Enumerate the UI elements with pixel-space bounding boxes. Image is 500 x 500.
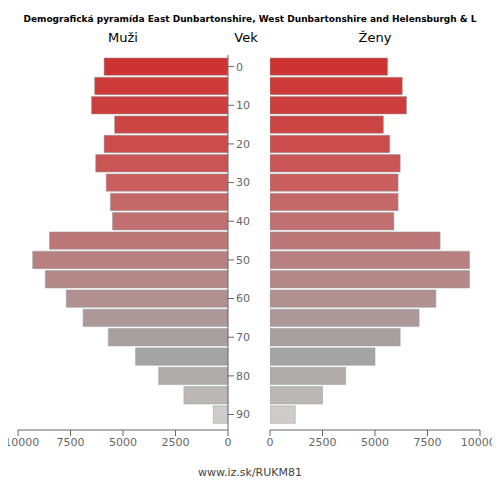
- svg-text:70: 70: [236, 331, 250, 344]
- svg-text:80: 80: [236, 370, 250, 383]
- svg-text:10000: 10000: [461, 436, 492, 449]
- svg-text:7500: 7500: [414, 436, 442, 449]
- svg-text:20: 20: [236, 138, 250, 151]
- svg-text:0: 0: [225, 436, 232, 449]
- html-text:www.iz.sk/RUKM81: www.iz.sk/RUKM81: [198, 466, 302, 479]
- svg-text:0: 0: [236, 61, 243, 74]
- html-text:Muži: Muži: [108, 30, 138, 45]
- svg-text:7500: 7500: [57, 436, 85, 449]
- svg-text:90: 90: [236, 408, 250, 421]
- html-text:Vek: Vek: [234, 30, 258, 45]
- svg-text:5000: 5000: [109, 436, 137, 449]
- svg-text:5000: 5000: [361, 436, 389, 449]
- svg-text:10: 10: [236, 99, 250, 112]
- svg-text:50: 50: [236, 254, 250, 267]
- svg-text:2500: 2500: [309, 436, 337, 449]
- html-text:Demografická pyramída East Dun: Demografická pyramída East Dunbartonshir…: [23, 14, 477, 24]
- svg-text:0: 0: [267, 436, 274, 449]
- svg-text:60: 60: [236, 292, 250, 305]
- svg-text:30: 30: [236, 176, 250, 189]
- svg-text:2500: 2500: [162, 436, 190, 449]
- svg-text:10000: 10000: [8, 436, 39, 449]
- html-text:Ženy: Ženy: [358, 30, 392, 45]
- svg-text:40: 40: [236, 215, 250, 228]
